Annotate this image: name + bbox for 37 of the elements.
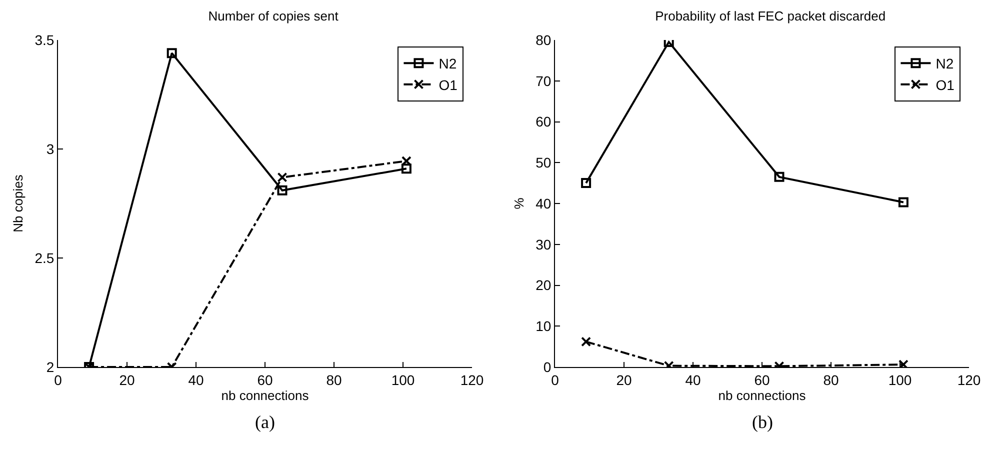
x-tick-label: 100	[391, 372, 415, 388]
text: (b)	[752, 412, 773, 432]
y-tick-label: 2.5	[34, 250, 54, 266]
y-axis-title: %	[512, 197, 527, 210]
chart-title: Number of copies sent	[208, 8, 339, 24]
y-tick-label: 0	[543, 358, 552, 375]
x-tick-label: 60	[257, 372, 273, 388]
y-tick-label: 80	[536, 32, 552, 48]
text: (a)	[255, 412, 275, 432]
y-axis-title: Nb copies	[10, 174, 26, 232]
x-tick-label: 120	[957, 372, 981, 388]
y-tick-label: 10	[536, 318, 552, 334]
x-tick-label: 40	[685, 372, 701, 388]
x-tick-label: 80	[823, 372, 839, 388]
y-tick-label: 50	[536, 154, 552, 171]
legend-label: O1	[438, 76, 458, 93]
x-axis-title: nb connections	[221, 388, 310, 403]
y-tick-label: 30	[536, 236, 552, 252]
x-tick-label: 120	[460, 372, 484, 388]
x-tick-label: 20	[119, 372, 135, 388]
legend-label: N2	[438, 56, 457, 72]
y-tick-label: 3	[46, 140, 54, 157]
y-tick-label: 70	[536, 72, 552, 89]
x-axis-title: nb connections	[718, 388, 806, 403]
chart-title: Probability of last FEC packet discarded	[655, 8, 886, 24]
y-tick-label: 20	[536, 277, 552, 294]
y-tick-label: 60	[536, 114, 552, 130]
y-tick-label: 40	[536, 195, 552, 212]
y-tick-label: 3.5	[34, 32, 54, 48]
x-tick-label: 60	[754, 372, 770, 388]
x-tick-label: 100	[888, 372, 912, 388]
legend-label: N2	[936, 56, 954, 72]
x-tick-label: 80	[326, 372, 342, 388]
y-tick-label: 2	[46, 358, 54, 375]
x-tick-label: 20	[616, 372, 632, 388]
x-tick-label: 40	[188, 372, 204, 388]
legend-label: O1	[936, 76, 955, 93]
